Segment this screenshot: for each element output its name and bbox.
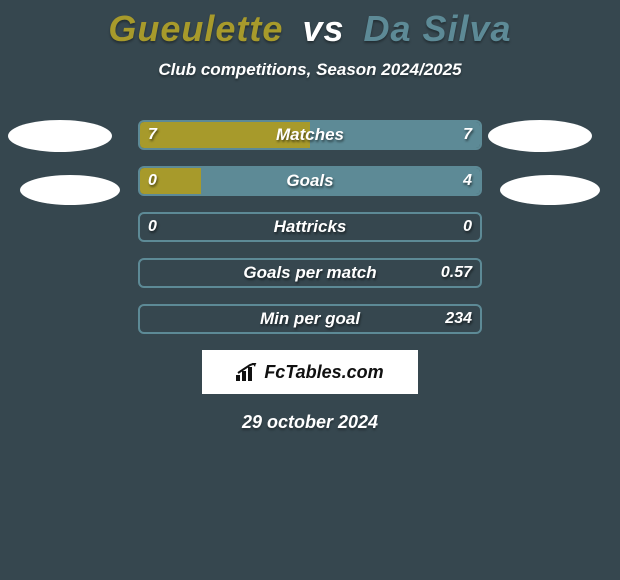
chart-row: Goals 0 4 [138, 166, 482, 196]
chart-row: Matches 7 7 [138, 120, 482, 150]
chart-row: Hattricks 0 0 [138, 212, 482, 242]
chart-value-left: 0 [148, 172, 157, 190]
chart-row-label: Goals [286, 171, 333, 191]
title-player-left: Gueulette [108, 8, 283, 49]
footer-date: 29 october 2024 [0, 412, 620, 433]
chart-row-label: Hattricks [274, 217, 347, 237]
chart-row-label: Goals per match [243, 263, 376, 283]
chart-value-right: 4 [463, 172, 472, 190]
subtitle: Club competitions, Season 2024/2025 [0, 60, 620, 80]
chart-row: Goals per match 0.57 [138, 258, 482, 288]
chart-row-label: Matches [276, 125, 344, 145]
brand-box: FcTables.com [202, 350, 418, 394]
brand-text: FcTables.com [264, 362, 383, 383]
chart-fill-right [201, 168, 480, 194]
chart-value-right: 7 [463, 126, 472, 144]
page-title: Gueulette vs Da Silva [0, 0, 620, 50]
chart-value-right: 0.57 [441, 264, 472, 282]
chart-value-right: 0 [463, 218, 472, 236]
chart-value-left: 0 [148, 218, 157, 236]
title-vs: vs [302, 8, 344, 49]
chart-value-left: 7 [148, 126, 157, 144]
chart-value-right: 234 [445, 310, 472, 328]
chart-row-label: Min per goal [260, 309, 360, 329]
title-player-right: Da Silva [364, 8, 512, 49]
brand-chart-icon [236, 363, 258, 381]
chart-row: Min per goal 234 [138, 304, 482, 334]
comparison-chart: Matches 7 7 Goals 0 4 Hattricks 0 0 Goals per mat… [0, 120, 620, 334]
stage: Gueulette vs Da Silva Club competitions,… [0, 0, 620, 580]
